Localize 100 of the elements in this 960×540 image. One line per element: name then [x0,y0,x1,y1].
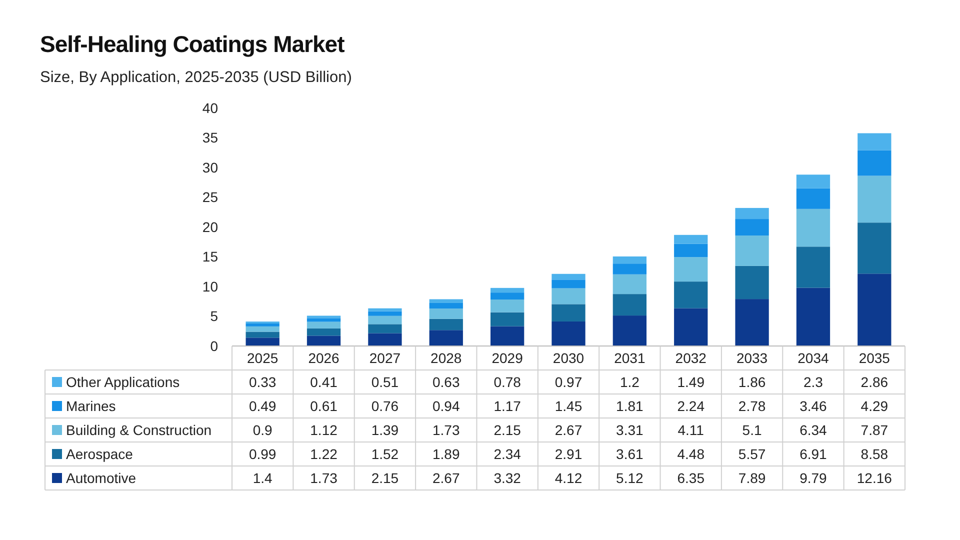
bar [368,324,402,334]
y-tick-label: 20 [202,218,218,235]
bar [735,299,769,346]
data-label: 1.52 [371,446,399,462]
bar [674,308,708,346]
data-label: 12.16 [856,470,892,486]
y-tick-label: 25 [202,189,218,206]
data-label: 6.34 [800,422,828,438]
bar [246,332,280,338]
data-label: 1.86 [738,374,766,390]
bar [429,308,463,319]
data-label: 0.51 [371,374,399,390]
data-label: 1.39 [371,422,399,438]
data-label: 3.32 [494,470,522,486]
bar [858,133,892,150]
x-tick-label: 2026 [308,350,340,366]
chart-title: Self-Healing Coatings Market [40,31,346,57]
data-label: 0.99 [248,446,276,462]
data-label: 9.79 [800,470,828,486]
bar [674,244,708,258]
data-label: 5.57 [738,446,766,462]
data-label: 1.89 [432,446,460,462]
data-label: 0.63 [432,374,460,390]
data-label: 1.2 [620,374,640,390]
bar [429,302,463,309]
bar [246,338,280,346]
bar [552,274,586,280]
bar [552,288,586,304]
bar [735,219,769,236]
data-label: 1.49 [677,374,705,390]
data-label: 0.94 [432,398,460,414]
x-tick-label: 2031 [614,350,646,366]
x-tick-label: 2030 [552,350,584,366]
bar [306,318,341,322]
bar [429,318,463,330]
bar [735,208,769,220]
bar [674,257,708,282]
data-label: 4.11 [678,422,704,438]
chart-subtitle: Size, By Application, 2025-2035 (USD Billion) [40,69,352,86]
y-tick-label: 40 [202,100,218,116]
bar [246,324,280,326]
data-label: 0.78 [494,374,522,390]
data-label: 2.91 [554,446,582,462]
y-tick-label: 35 [202,130,218,146]
data-label: 0.49 [248,398,276,414]
y-tick-label: 10 [202,278,218,294]
bar [552,304,586,322]
bar [796,246,830,288]
data-label: 0.41 [310,374,338,390]
bar [858,274,892,346]
data-label: 0.97 [554,374,582,390]
bar [246,326,280,332]
bar [858,150,892,176]
data-label: 4.12 [554,470,582,486]
data-label: 5.1 [742,422,762,438]
data-label: 2.3 [803,374,824,390]
data-label: 2.67 [432,470,460,486]
data-label: 0.33 [248,374,276,390]
data-label: 6.91 [800,446,828,462]
y-tick-label: 0 [210,338,218,354]
legend-label: Automotive [66,470,136,486]
legend-label: Marines [66,398,116,414]
bar [796,188,830,209]
x-tick-label: 2035 [858,350,890,366]
data-label: 1.81 [616,398,644,414]
bar [306,328,341,336]
bar [796,208,830,247]
data-label: 4.48 [677,446,705,462]
data-label: 1.22 [310,446,338,462]
x-tick-label: 2033 [736,350,768,366]
data-label: 1.12 [310,422,338,438]
data-label: 2.67 [554,422,582,438]
bar [735,266,769,300]
bar [674,282,708,308]
bar [858,176,892,223]
bar [612,264,647,274]
bar [490,292,524,300]
data-label: 3.31 [616,422,644,438]
bar [490,288,524,293]
bar [858,222,892,274]
bar [490,312,524,326]
bar [306,316,341,318]
data-label: 4.29 [860,398,888,414]
data-label: 2.24 [677,398,705,414]
bar [674,234,708,244]
bar [612,294,647,316]
data-label: 5.12 [616,470,644,486]
data-label: 3.61 [616,446,644,462]
data-label: 2.15 [371,470,399,486]
bar [429,299,463,303]
data-label: 2.34 [494,446,522,462]
legend-label: Aerospace [66,446,134,462]
legend-label: Building & Construction [66,422,212,438]
bar [490,326,524,346]
data-label: 2.86 [860,374,888,390]
bar [612,256,647,264]
data-label: 8.58 [860,446,888,462]
data-label: 7.87 [860,422,888,438]
data-label: 0.61 [310,398,338,414]
data-label: 1.17 [494,398,522,414]
